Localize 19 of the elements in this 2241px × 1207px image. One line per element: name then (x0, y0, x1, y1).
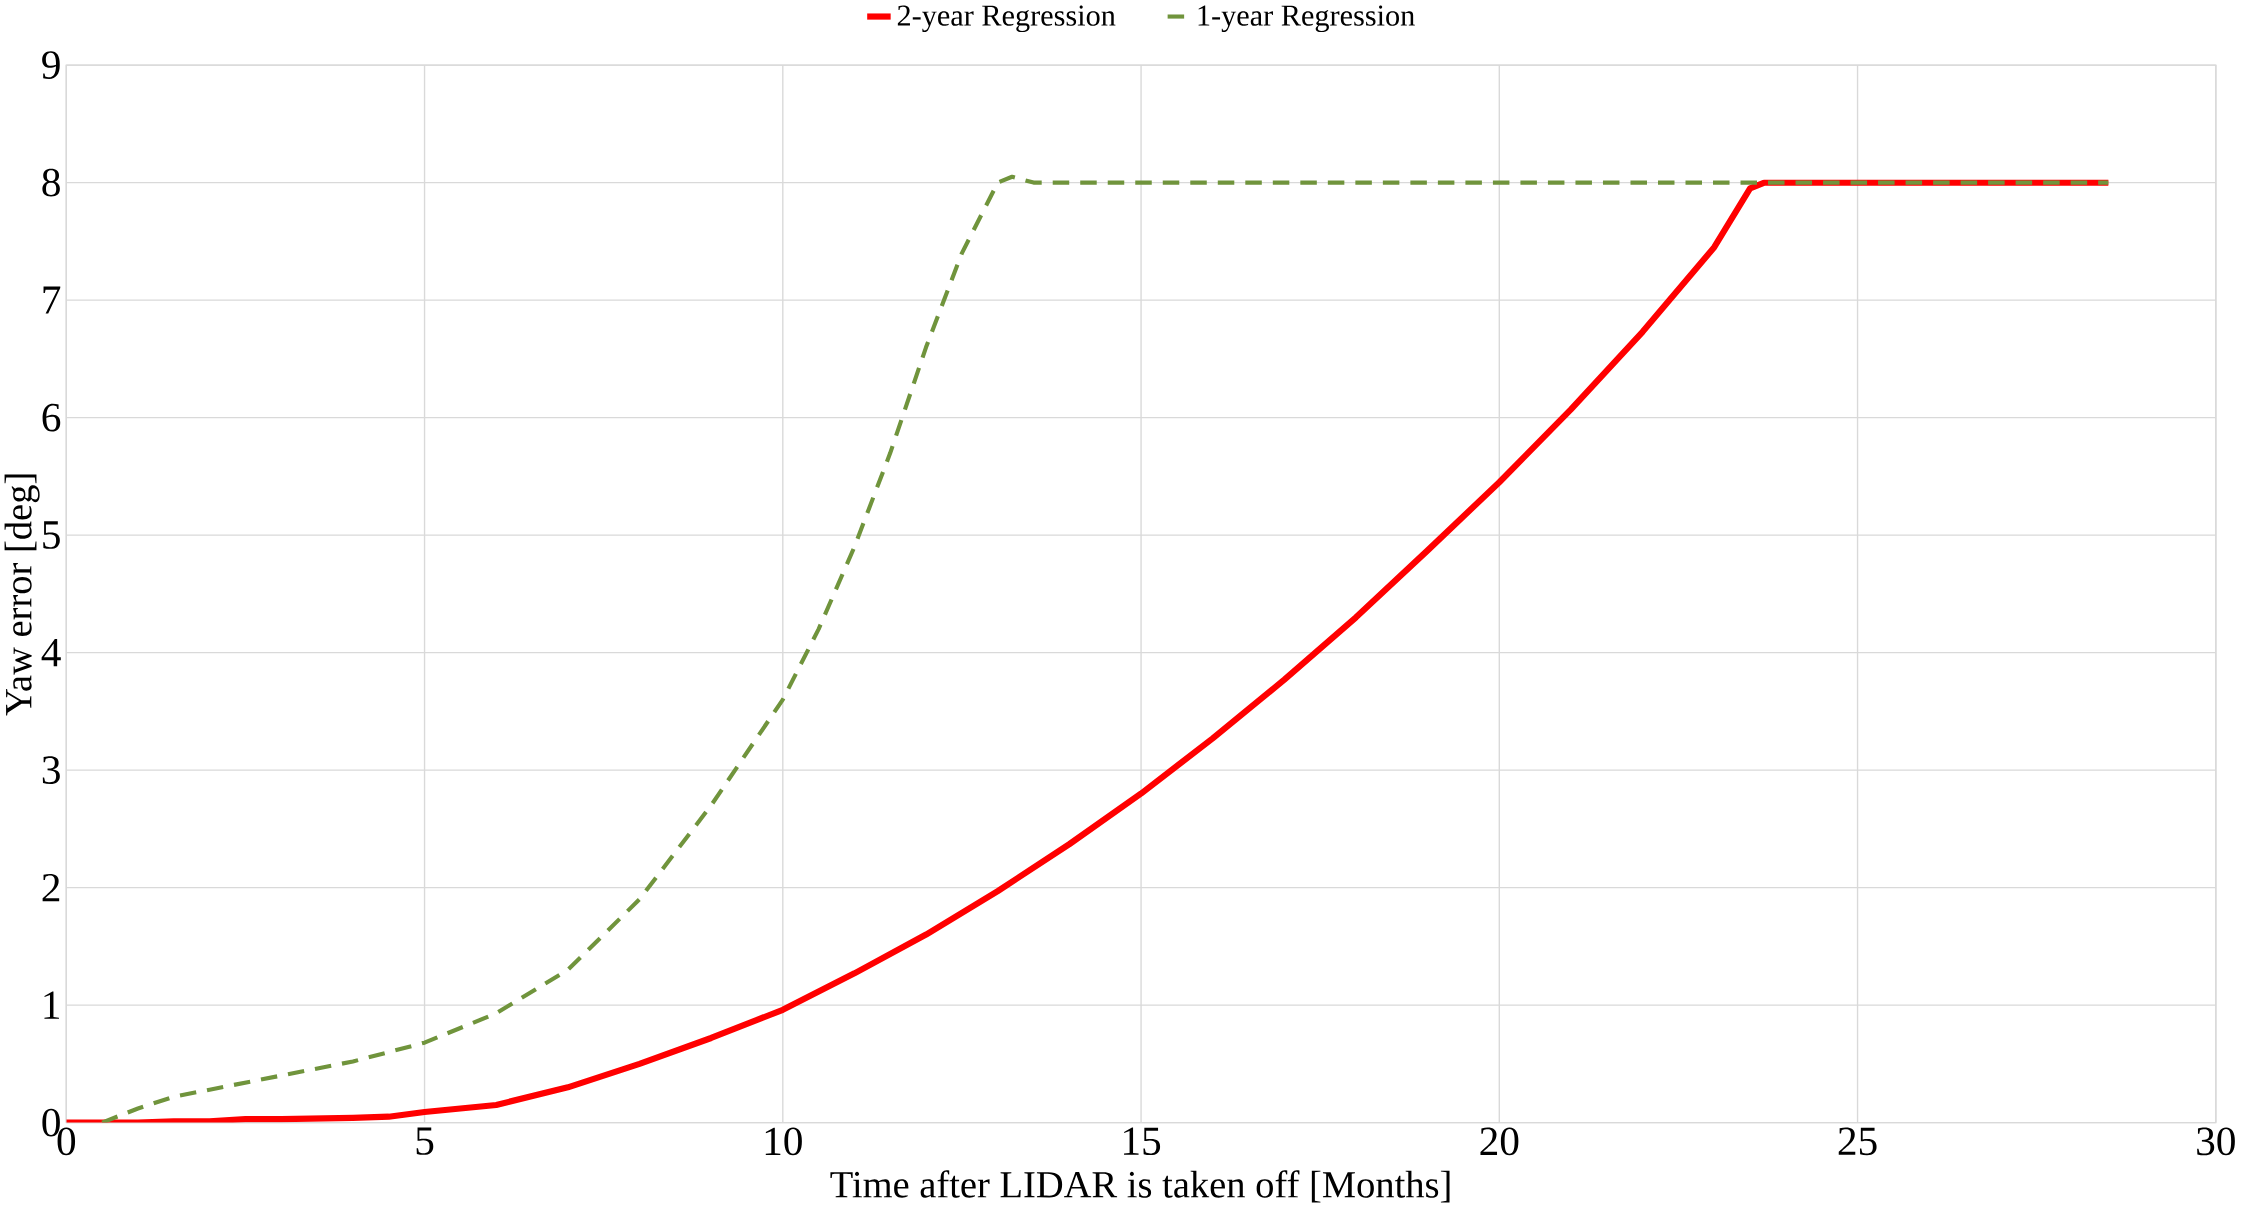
legend-label: 1-year Regression (1198, 5, 1415, 33)
y-tick-label: 5 (43, 521, 60, 549)
x-tick-label: 10 (765, 1127, 802, 1156)
y-tick-label: 3 (42, 756, 60, 784)
x-axis-title: Time after LIDAR is taken off [Months] (830, 1170, 1450, 1203)
y-tick-label: 6 (42, 403, 61, 432)
x-tick-label: 20 (1480, 1127, 1519, 1156)
x-tick-label: 30 (2197, 1127, 2235, 1156)
x-tick-label: 5 (416, 1127, 434, 1155)
legend-label: 2-year Regression (897, 5, 1116, 33)
x-tick-label: 25 (1838, 1127, 1877, 1156)
y-tick-label: 2 (42, 873, 60, 902)
y-tick-label: 1 (44, 991, 59, 1019)
x-tick-label: 15 (1124, 1127, 1161, 1156)
y-tick-label: 8 (42, 168, 60, 197)
y-axis-title: Yaw error [deg] (4, 474, 40, 716)
y-tick-label: 4 (41, 638, 61, 667)
y-tick-label: 7 (43, 286, 61, 314)
y-tick-label: 9 (42, 51, 60, 79)
